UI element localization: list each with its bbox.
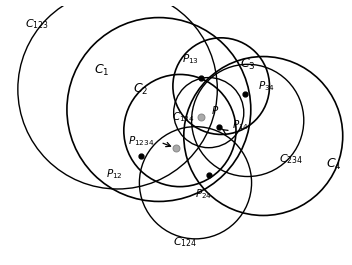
Text: $\mathit{P}$: $\mathit{P}$	[211, 104, 219, 116]
Text: $\mathit{P}_{{12}}$: $\mathit{P}_{{12}}$	[106, 167, 123, 181]
Text: $\mathit{C}_{123}$: $\mathit{C}_{123}$	[25, 17, 49, 31]
Text: $\mathit{C}_{4}$: $\mathit{C}_{4}$	[326, 157, 341, 172]
Text: $\mathit{C}_{3}$: $\mathit{C}_{3}$	[240, 57, 256, 72]
Text: $\mathit{C}_{134}$: $\mathit{C}_{134}$	[172, 111, 195, 124]
Text: $\mathit{C}_{124}$: $\mathit{C}_{124}$	[173, 235, 197, 249]
Text: $\mathit{C}_{234}$: $\mathit{C}_{234}$	[279, 152, 303, 166]
Text: $\mathit{C}_{2}$: $\mathit{C}_{2}$	[133, 82, 149, 97]
Text: $\mathit{P}_{{14}}$: $\mathit{P}_{{14}}$	[232, 118, 249, 132]
Text: $\mathit{P}_{{34}}$: $\mathit{P}_{{34}}$	[258, 79, 275, 93]
Text: $\mathit{C}_{1}$: $\mathit{C}_{1}$	[94, 63, 110, 78]
Text: $\mathit{P}_{{13}}$: $\mathit{P}_{{13}}$	[182, 52, 199, 66]
Text: $\mathit{P}_{{24}}$: $\mathit{P}_{{24}}$	[195, 187, 212, 201]
Text: $\mathit{P}_{{1234}}$: $\mathit{P}_{{1234}}$	[128, 134, 154, 148]
